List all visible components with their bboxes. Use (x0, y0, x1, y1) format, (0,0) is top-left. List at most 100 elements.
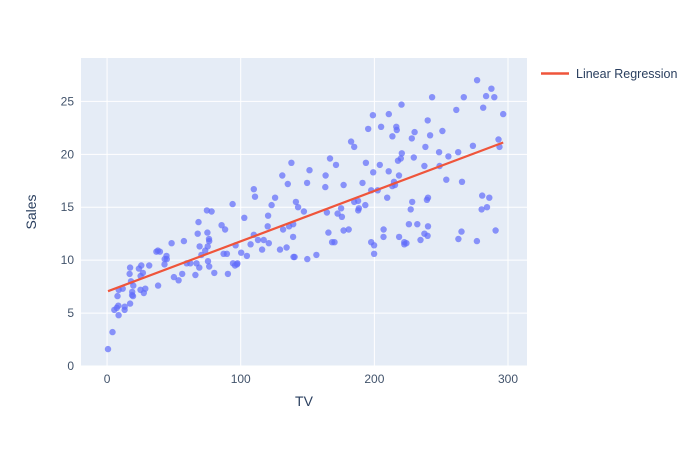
scatter-point[interactable] (264, 223, 271, 230)
scatter-point[interactable] (370, 250, 378, 257)
scatter-point[interactable] (154, 282, 162, 289)
scatter-point[interactable] (401, 241, 408, 248)
scatter-point[interactable] (411, 128, 418, 136)
regression-line[interactable] (107, 141, 504, 293)
scatter-point[interactable] (211, 269, 218, 277)
scatter-point[interactable] (104, 345, 112, 353)
scatter-point[interactable] (422, 143, 429, 151)
scatter-point[interactable] (283, 244, 290, 251)
scatter-point[interactable] (409, 198, 416, 206)
scatter-point[interactable] (168, 240, 175, 247)
scatter-point[interactable] (473, 77, 481, 84)
scatter-point[interactable] (362, 159, 370, 166)
scatter-point[interactable] (469, 142, 477, 149)
scatter-point[interactable] (304, 255, 311, 263)
scatter-point[interactable] (385, 110, 392, 118)
scatter-point[interactable] (292, 198, 300, 206)
scatter-point[interactable] (482, 92, 490, 100)
scatter-point[interactable] (397, 155, 404, 162)
scatter-point[interactable] (368, 239, 375, 246)
scatter-point[interactable] (492, 227, 499, 234)
scatter-point[interactable] (380, 233, 387, 241)
scatter-point[interactable] (115, 312, 122, 319)
scatter-point[interactable] (369, 112, 377, 119)
scatter-point[interactable] (424, 232, 431, 239)
scatter-point[interactable] (428, 94, 436, 101)
scatter-point[interactable] (445, 153, 452, 160)
scatter-point[interactable] (354, 197, 362, 205)
scatter-point[interactable] (250, 186, 257, 193)
scatter-point[interactable] (126, 270, 133, 278)
scatter-point[interactable] (426, 132, 434, 139)
scatter-point[interactable] (121, 306, 128, 314)
scatter-point[interactable] (331, 239, 338, 246)
legend-item-linear-regression[interactable]: Linear Regression (541, 67, 677, 81)
scatter-point[interactable] (241, 214, 248, 221)
scatter-point[interactable] (410, 154, 417, 161)
scatter-point[interactable] (138, 262, 145, 269)
scatter-point[interactable] (326, 155, 334, 162)
scatter-point[interactable] (276, 246, 284, 253)
scatter-point[interactable] (196, 243, 203, 250)
scatter-point[interactable] (114, 292, 121, 300)
scatter-point[interactable] (195, 218, 202, 226)
scatter-point[interactable] (351, 143, 358, 151)
scatter-point[interactable] (265, 240, 272, 247)
scatter-point[interactable] (192, 271, 199, 279)
scatter-point[interactable] (473, 237, 481, 245)
scatter-point[interactable] (421, 162, 428, 170)
scatter-point[interactable] (355, 205, 363, 212)
scatter-point[interactable] (458, 228, 465, 235)
scatter-point[interactable] (260, 236, 267, 244)
scatter-point[interactable] (380, 226, 387, 233)
scatter-point[interactable] (224, 270, 232, 278)
scatter-point[interactable] (345, 226, 352, 233)
scatter-point[interactable] (340, 227, 347, 234)
scatter-point[interactable] (130, 282, 137, 289)
scatter-point[interactable] (194, 230, 201, 237)
scatter-point[interactable] (208, 208, 215, 215)
scatter-point[interactable] (340, 181, 347, 189)
scatter-point[interactable] (126, 264, 134, 271)
scatter-point[interactable] (290, 253, 297, 261)
scatter-point[interactable] (443, 176, 450, 183)
scatter-point[interactable] (478, 206, 485, 213)
scatter-point[interactable] (395, 233, 403, 241)
scatter-point[interactable] (362, 201, 369, 209)
scatter-point[interactable] (385, 168, 392, 175)
scatter-point[interactable] (238, 249, 245, 256)
scatter-point[interactable] (251, 193, 259, 200)
scatter-point[interactable] (453, 106, 460, 114)
scatter-point[interactable] (220, 250, 227, 257)
scatter-point[interactable] (455, 149, 462, 156)
scatter-point[interactable] (288, 159, 295, 166)
scatter-point[interactable] (313, 251, 320, 259)
scatter-point[interactable] (258, 246, 266, 253)
scatter-point[interactable] (205, 235, 213, 243)
scatter-point[interactable] (204, 229, 211, 236)
scatter-point[interactable] (424, 223, 432, 230)
scatter-point[interactable] (332, 161, 340, 169)
scatter-point[interactable] (156, 248, 164, 255)
scatter-point[interactable] (377, 123, 385, 130)
scatter-point[interactable] (458, 178, 466, 185)
scatter-point[interactable] (221, 226, 229, 233)
scatter-point[interactable] (254, 236, 262, 244)
scatter-point[interactable] (128, 291, 136, 299)
scatter-point[interactable] (395, 172, 403, 179)
scatter-point[interactable] (271, 194, 279, 201)
scatter-point[interactable] (479, 192, 486, 199)
scatter-point[interactable] (115, 302, 122, 309)
scatter-point[interactable] (196, 264, 203, 271)
scatter-point[interactable] (495, 136, 502, 143)
scatter-point[interactable] (289, 233, 297, 241)
scatter-point[interactable] (202, 247, 209, 254)
scatter-point[interactable] (175, 277, 182, 284)
scatter-point[interactable] (486, 194, 493, 201)
scatter-point[interactable] (139, 269, 147, 277)
scatter-point[interactable] (243, 252, 251, 260)
scatter-point[interactable] (284, 180, 291, 188)
scatter-point[interactable] (398, 101, 405, 108)
scatter-point[interactable] (268, 201, 275, 209)
scatter-point[interactable] (439, 127, 446, 135)
